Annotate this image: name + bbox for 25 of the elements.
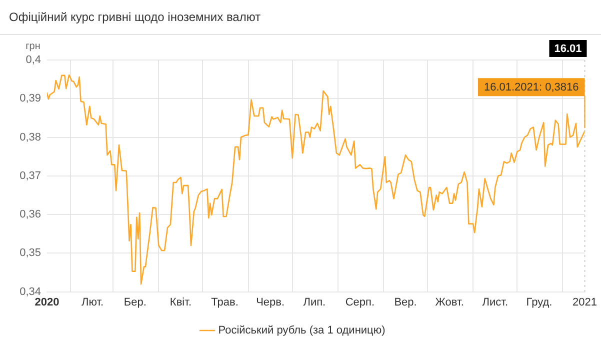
y-tick-label: 0,35 (20, 247, 41, 260)
legend-label: Російський рубль (за 1 одиницю) (218, 324, 386, 337)
x-tick-label: 2020 (34, 296, 60, 308)
x-tick-label: Бер. (124, 296, 146, 308)
x-tick-label: Серп. (345, 296, 375, 308)
x-tick-label: Жовт. (435, 296, 464, 308)
x-tick-label: Груд. (526, 296, 552, 308)
ref-line-label: 16.01 (554, 43, 582, 56)
chart-title: Офіційний курс гривні щодо іноземних валют (9, 10, 261, 24)
x-tick-label: Лист. (482, 296, 508, 308)
x-tick-label: Черв. (256, 296, 285, 308)
y-axis-title: грн (26, 40, 40, 52)
x-tick-label: Вер. (394, 296, 417, 308)
y-tick-label: 0,36 (20, 208, 41, 221)
x-tick-label: Лют. (81, 296, 104, 308)
y-tick-label: 0,38 (20, 131, 41, 144)
y-tick-label: 0,34 (20, 286, 41, 298)
annotation: 16.01.2021: 0,3816 (484, 82, 579, 94)
x-tick-label: Трав. (211, 296, 238, 308)
x-tick-label: Лип. (303, 296, 326, 308)
y-tick-label: 0,39 (20, 92, 41, 105)
x-tick-label: Квіт. (170, 296, 192, 308)
y-tick-label: 0,37 (20, 170, 41, 182)
y-tick-label: 0,4 (26, 54, 41, 66)
x-tick-label: 2021 (572, 296, 598, 308)
